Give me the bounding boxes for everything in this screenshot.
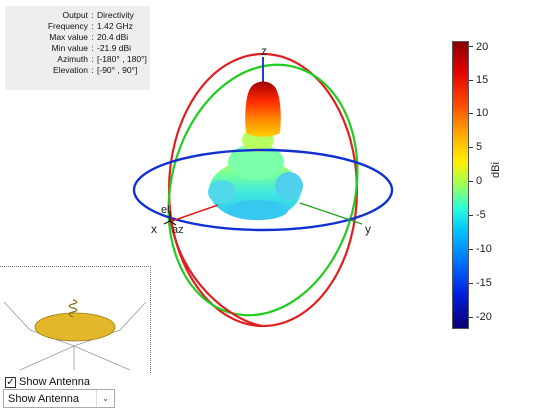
show-antenna-checkbox[interactable]: ✓ Show Antenna [5, 376, 90, 388]
info-value: [-180° , 180°] [97, 54, 147, 64]
info-label: Azimuth [57, 54, 88, 64]
info-row-min: Min value: -21.9 dBi [5, 43, 150, 54]
info-label: Max value [49, 32, 88, 42]
x-axis-label: x [151, 222, 157, 236]
dropdown-value: Show Antenna [8, 392, 79, 405]
checkbox-label: Show Antenna [19, 376, 90, 388]
info-row-max: Max value:20.4 dBi [5, 32, 150, 43]
info-value: -21.9 dBi [97, 43, 132, 53]
az-label: az [172, 224, 184, 236]
colorbar-tick: -15 [476, 277, 492, 289]
info-label: Frequency [47, 21, 88, 31]
red-circle-front [168, 214, 263, 328]
y-axis-line [299, 202, 363, 225]
triad-az [169, 220, 177, 226]
info-value: 1.42 GHz [97, 21, 133, 31]
colorbar-tick: -10 [476, 243, 492, 255]
info-label: Output [62, 10, 88, 20]
blue-azimuth-circle [132, 148, 394, 232]
colorbar-tick: 0 [476, 175, 483, 187]
info-label: Elevation [53, 65, 88, 75]
y-axis-label: y [365, 222, 371, 236]
checkbox-box[interactable]: ✓ [5, 376, 16, 388]
info-value: 20.4 dBi [97, 32, 129, 42]
info-row-azimuth: Azimuth: [-180° , 180°] [5, 54, 150, 65]
colorbar-unit-label: dBi [490, 162, 502, 178]
antenna-preview-frame [0, 266, 151, 373]
info-label: Min value [51, 43, 88, 53]
info-value: [-90° , 90°] [97, 65, 138, 75]
el-label: el [161, 204, 170, 216]
colorbar-tick: 5 [476, 141, 483, 153]
colorbar-tick: -20 [476, 311, 492, 323]
radiation-body [208, 128, 303, 220]
show-antenna-dropdown[interactable]: Show Antenna ⌄ [3, 389, 115, 408]
antenna-preview [3, 299, 147, 371]
info-panel: Output: Directivity Frequency:1.42 GHz Ma… [5, 6, 150, 90]
colorbar-gradient [452, 41, 469, 329]
colorbar-tick: -5 [476, 209, 486, 221]
info-row-output: Output: Directivity [5, 10, 150, 21]
info-value: Directivity [97, 10, 134, 20]
z-axis-label: z [261, 44, 267, 58]
chevron-down-icon[interactable]: ⌄ [96, 390, 114, 407]
main-lobe [245, 81, 281, 137]
colorbar-tick: 15 [476, 74, 489, 86]
colorbar-tick: 10 [476, 107, 489, 119]
triad-x [163, 220, 171, 225]
info-row-frequency: Frequency:1.42 GHz [5, 21, 150, 32]
colorbar-tick: 20 [476, 41, 489, 53]
info-row-elevation: Elevation: [-90° , 90°] [5, 65, 150, 76]
x-axis-line [171, 204, 219, 222]
